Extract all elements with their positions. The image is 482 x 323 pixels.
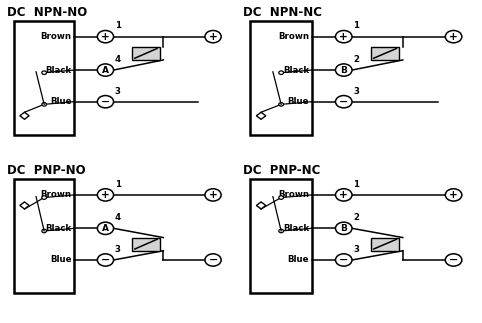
Text: 2: 2	[353, 55, 359, 64]
Circle shape	[97, 96, 114, 108]
Circle shape	[97, 64, 114, 76]
Text: 4: 4	[115, 213, 121, 222]
Text: 3: 3	[115, 87, 120, 96]
Text: Blue: Blue	[50, 97, 71, 106]
Circle shape	[42, 229, 46, 233]
Text: Brown: Brown	[40, 191, 71, 199]
Text: 3: 3	[115, 245, 120, 254]
Text: +: +	[209, 32, 217, 42]
Text: B: B	[340, 66, 347, 75]
Circle shape	[205, 30, 221, 43]
Text: 4: 4	[115, 55, 121, 64]
Circle shape	[279, 196, 283, 199]
Circle shape	[97, 254, 114, 266]
Text: −: −	[208, 255, 218, 265]
Text: +: +	[101, 190, 110, 200]
Polygon shape	[256, 112, 266, 119]
Circle shape	[205, 254, 221, 266]
Text: DC  NPN-NC: DC NPN-NC	[243, 6, 322, 19]
Text: Black: Black	[45, 66, 71, 75]
Circle shape	[445, 254, 462, 266]
Text: +: +	[449, 190, 458, 200]
Text: Brown: Brown	[40, 32, 71, 41]
Circle shape	[42, 71, 46, 75]
Text: A: A	[102, 66, 109, 75]
Text: DC  PNP-NC: DC PNP-NC	[243, 164, 321, 177]
Text: +: +	[339, 32, 348, 42]
Circle shape	[335, 189, 352, 201]
Text: Black: Black	[283, 66, 309, 75]
Bar	[14, 179, 74, 293]
Text: 3: 3	[353, 245, 359, 254]
Circle shape	[279, 103, 283, 106]
Bar	[132, 47, 160, 60]
Circle shape	[445, 30, 462, 43]
Text: Brown: Brown	[278, 32, 309, 41]
Text: 2: 2	[353, 213, 359, 222]
Text: +: +	[209, 190, 217, 200]
Circle shape	[335, 64, 352, 76]
Text: 1: 1	[115, 22, 120, 30]
Text: Black: Black	[283, 224, 309, 233]
Circle shape	[279, 229, 283, 233]
Bar	[371, 47, 399, 60]
Text: Black: Black	[45, 224, 71, 233]
Circle shape	[335, 222, 352, 234]
Text: +: +	[339, 190, 348, 200]
Circle shape	[335, 254, 352, 266]
Text: Blue: Blue	[288, 97, 309, 106]
Text: B: B	[340, 224, 347, 233]
Circle shape	[279, 71, 283, 75]
Circle shape	[97, 222, 114, 234]
Text: Blue: Blue	[50, 255, 71, 265]
Circle shape	[335, 30, 352, 43]
Bar	[14, 21, 74, 135]
Polygon shape	[20, 202, 29, 209]
Bar	[132, 237, 160, 251]
Circle shape	[97, 30, 114, 43]
Circle shape	[445, 189, 462, 201]
Text: +: +	[101, 32, 110, 42]
Polygon shape	[256, 202, 266, 209]
Text: −: −	[449, 255, 458, 265]
Text: DC  PNP-NO: DC PNP-NO	[7, 164, 86, 177]
Text: +: +	[449, 32, 458, 42]
Text: −: −	[339, 255, 348, 265]
Circle shape	[205, 189, 221, 201]
Text: −: −	[339, 97, 348, 107]
Text: −: −	[101, 255, 110, 265]
Text: 3: 3	[353, 87, 359, 96]
Polygon shape	[20, 112, 29, 119]
Bar	[251, 179, 312, 293]
Text: Blue: Blue	[288, 255, 309, 265]
Bar	[371, 237, 399, 251]
Text: DC  NPN-NO: DC NPN-NO	[7, 6, 87, 19]
Circle shape	[97, 189, 114, 201]
Text: 1: 1	[115, 180, 120, 189]
Circle shape	[42, 103, 46, 106]
Text: 1: 1	[353, 22, 359, 30]
Text: 1: 1	[353, 180, 359, 189]
Text: A: A	[102, 224, 109, 233]
Text: −: −	[101, 97, 110, 107]
Bar	[251, 21, 312, 135]
Circle shape	[335, 96, 352, 108]
Text: Brown: Brown	[278, 191, 309, 199]
Circle shape	[42, 196, 46, 199]
